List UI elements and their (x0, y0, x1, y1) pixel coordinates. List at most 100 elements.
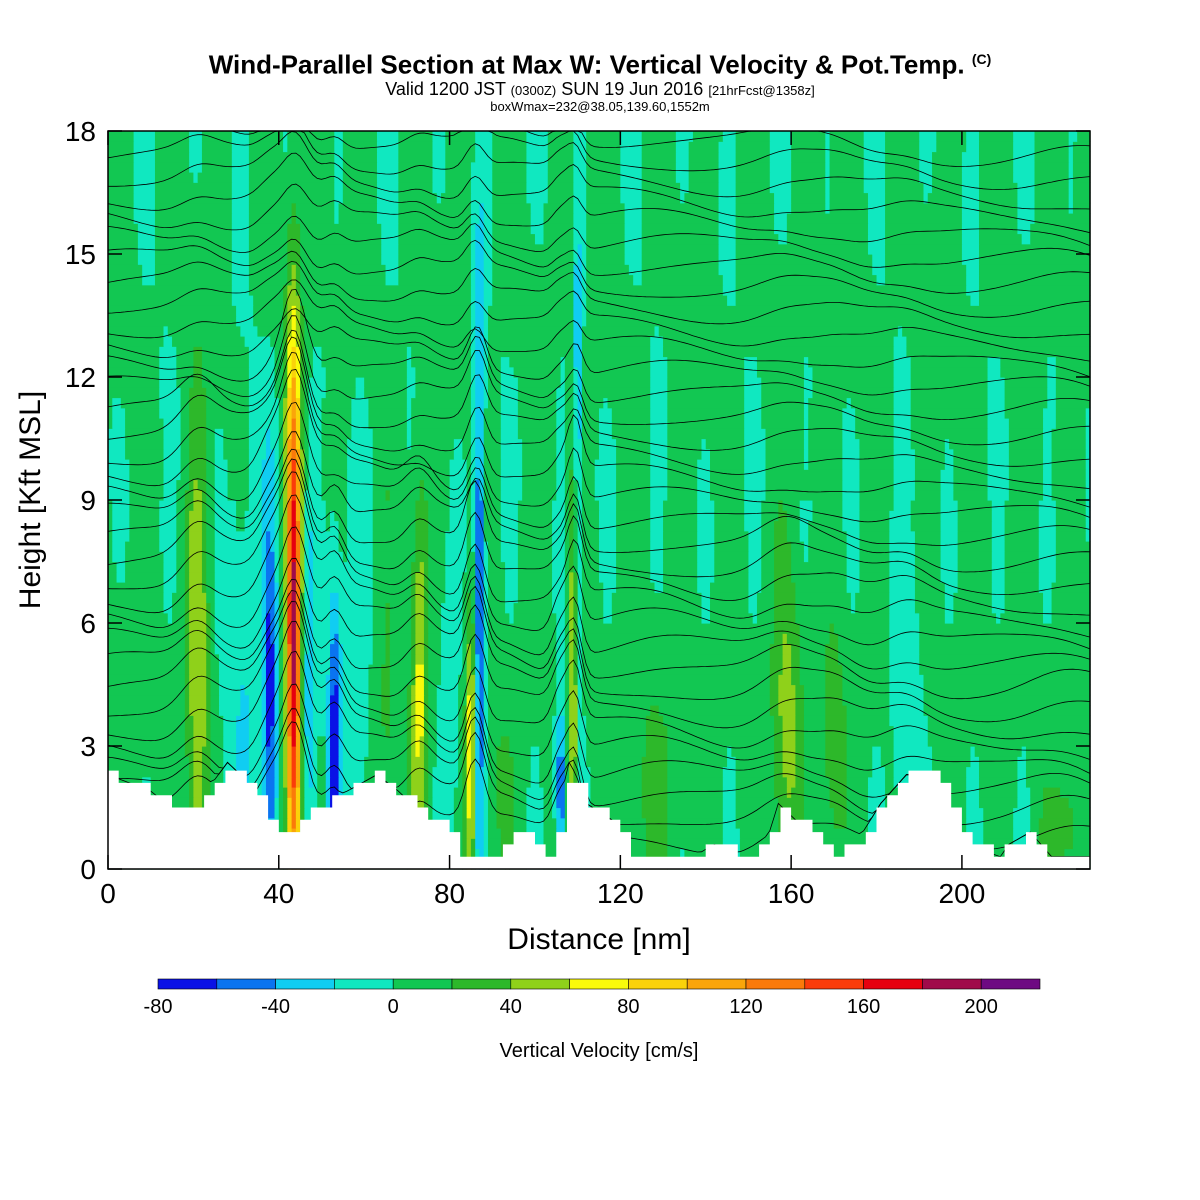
wvel-cell (470, 653, 476, 665)
wvel-cell (650, 428, 668, 440)
wvel-cell (193, 725, 207, 737)
wvel-cell (556, 428, 566, 440)
wvel-cell (108, 756, 190, 768)
wvel-cell (129, 500, 160, 511)
wvel-cell (1043, 489, 1053, 501)
wvel-cell (428, 766, 434, 778)
wvel-cell (765, 459, 805, 470)
wvel-cell (586, 243, 626, 255)
wvel-cell (496, 807, 515, 819)
wvel-cell (201, 356, 250, 368)
wvel-cell (500, 366, 515, 378)
wvel-cell (710, 459, 745, 470)
wvel-cell (300, 500, 305, 511)
wvel-cell (483, 315, 489, 327)
wvel-cell (163, 469, 182, 481)
wvel-cell (744, 520, 762, 532)
wvel-cell (1055, 387, 1091, 399)
wvel-cell (893, 438, 912, 450)
wvel-cell (154, 161, 190, 173)
wvel-cell (530, 776, 540, 788)
wvel-cell (261, 530, 267, 542)
wvel-cell (991, 541, 1006, 552)
wvel-cell (487, 715, 553, 727)
wvel-cell (987, 397, 1006, 409)
wvel-cell (338, 756, 344, 768)
wvel-cell (428, 735, 438, 747)
wvel-cell (500, 479, 523, 491)
wvel-cell (795, 715, 805, 727)
wvel-cell (765, 448, 805, 460)
wvel-cell (312, 766, 318, 778)
wvel-cell (411, 653, 417, 665)
wvel-cell (842, 479, 861, 491)
theta-contour (107, 557, 1091, 700)
wvel-cell (470, 530, 476, 542)
wvel-cell (214, 561, 263, 573)
wvel-cell (180, 387, 190, 399)
wvel-cell (483, 776, 489, 788)
wvel-cell (300, 356, 305, 368)
wvel-cell (291, 674, 297, 686)
wvel-cell (577, 612, 583, 624)
wvel-cell (184, 633, 190, 645)
wvel-cell (423, 592, 429, 604)
wvel-cell (261, 541, 267, 552)
wvel-cell (219, 674, 263, 686)
wvel-cell (722, 776, 737, 788)
wvel-cell (842, 664, 890, 675)
wvel-cell (483, 766, 489, 778)
wvel-cell (791, 561, 848, 573)
wvel-cell (330, 766, 340, 778)
wvel-cell (428, 612, 442, 624)
wvel-cell (154, 141, 190, 153)
wvel-cell (667, 387, 745, 399)
wvel-cell (517, 582, 553, 593)
y-tick-label: 6 (80, 608, 96, 639)
wvel-cell (475, 366, 485, 378)
wvel-cell (914, 459, 946, 470)
wvel-cell (415, 377, 472, 388)
wvel-cell (487, 838, 502, 850)
wvel-cell (133, 213, 156, 224)
wvel-cell (283, 582, 288, 593)
wvel-cell (283, 500, 288, 511)
wvel-cell (957, 551, 993, 563)
wvel-cell (189, 397, 207, 409)
wvel-cell (210, 694, 220, 706)
wvel-cell (295, 797, 301, 809)
wvel-cell (189, 653, 207, 665)
wvel-cell (885, 233, 963, 245)
wvel-cell (966, 838, 984, 850)
wvel-cell (774, 541, 792, 552)
wvel-cell (893, 735, 929, 747)
wvel-cell (159, 407, 182, 419)
colorbar-swatch (745, 978, 806, 990)
wvel-cell (184, 602, 190, 614)
wvel-cell (295, 346, 301, 358)
wvel-cell (133, 182, 156, 194)
wvel-cell (338, 715, 344, 727)
wvel-cell (189, 510, 203, 522)
wvel-cell (432, 787, 455, 798)
wvel-cell (248, 725, 263, 737)
wvel-cell (1051, 489, 1087, 501)
wvel-cell (300, 428, 305, 440)
wvel-cell (624, 223, 643, 235)
wvel-cell (133, 202, 156, 214)
wvel-cell (129, 530, 160, 542)
wvel-cell (1068, 161, 1074, 173)
wvel-cell (577, 756, 587, 768)
wvel-cell (543, 848, 557, 860)
wvel-cell (569, 592, 574, 604)
wvel-cell (846, 715, 890, 727)
wvel-cell (735, 797, 779, 809)
wvel-cell (415, 582, 425, 593)
wvel-cell (483, 571, 489, 583)
wvel-cell (500, 459, 523, 470)
wvel-cell (483, 684, 489, 696)
wvel-cell (487, 346, 574, 358)
wvel-cell (265, 807, 276, 819)
wvel-cell (667, 479, 698, 491)
wvel-cell (475, 520, 485, 532)
